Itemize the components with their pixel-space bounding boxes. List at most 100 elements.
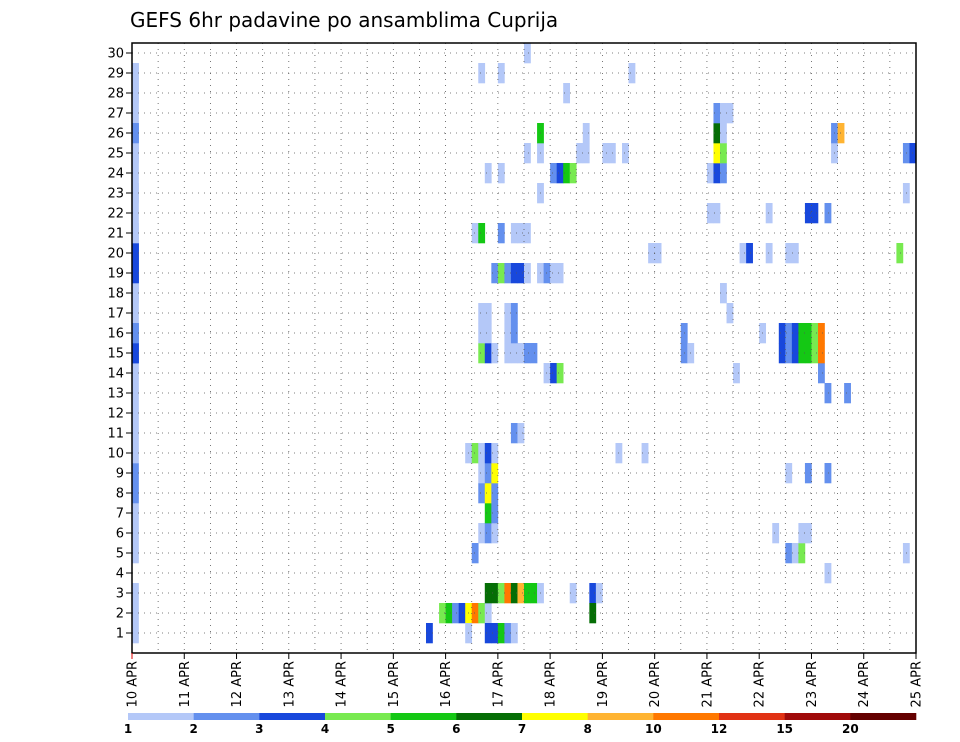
heatmap-cell (622, 143, 629, 164)
x-tick-label: 22 APR (753, 661, 768, 707)
y-tick-label: 17 (107, 307, 124, 322)
heatmap-cell (471, 443, 479, 464)
heatmap-cell (706, 163, 714, 184)
y-tick-label: 13 (107, 387, 124, 402)
heatmap-cell (844, 383, 851, 404)
heatmap-cell (491, 623, 499, 644)
colorbar-swatch (653, 713, 720, 720)
heatmap-cell (550, 163, 557, 184)
heatmap-cell (132, 583, 139, 604)
heatmap-cell (504, 343, 512, 364)
heatmap-cell (132, 443, 139, 464)
heatmap-cell (818, 323, 825, 344)
heatmap-cell (582, 123, 590, 144)
heatmap-cell (478, 63, 486, 84)
x-tick-label: 21 APR (700, 661, 715, 707)
heatmap-cell (543, 263, 551, 284)
heatmap-cell (798, 323, 806, 344)
heatmap-cell (484, 343, 492, 364)
heatmap-cell (524, 263, 531, 284)
heatmap-cell (452, 603, 459, 624)
colorbar-label: 2 (189, 722, 197, 736)
heatmap-cell (791, 243, 799, 264)
heatmap-cell (517, 263, 525, 284)
heatmap-cell (491, 463, 499, 484)
colorbar-swatch (719, 713, 785, 720)
heatmap-cell (484, 443, 492, 464)
heatmap-cell (720, 103, 727, 124)
colorbar-label: 6 (452, 722, 460, 736)
heatmap-cell (582, 143, 590, 164)
y-tick-label: 8 (116, 487, 124, 502)
heatmap-cell (720, 283, 727, 304)
heatmap-cell (504, 623, 512, 644)
heatmap-cell (504, 303, 512, 324)
heatmap-cell (720, 163, 727, 184)
colorbar-label: 4 (321, 722, 329, 736)
heatmap-cell (426, 623, 433, 644)
heatmap-cell (497, 223, 505, 244)
heatmap-cell (132, 63, 139, 84)
heatmap-cell (497, 583, 505, 604)
heatmap-cell (478, 463, 486, 484)
heatmap-cell (491, 263, 499, 284)
x-tick-label: 23 APR (805, 661, 820, 707)
heatmap-cell (824, 203, 832, 224)
heatmap-cell (804, 343, 812, 364)
heatmap-cell (798, 523, 806, 544)
heatmap-cell (524, 143, 531, 164)
heatmap-cell (720, 123, 727, 144)
y-tick-label: 7 (116, 507, 124, 522)
heatmap-cell (132, 603, 139, 624)
heatmap-cell (713, 163, 721, 184)
x-tick-label: 10 APR (126, 661, 141, 707)
heatmap-cell (491, 503, 499, 524)
heatmap-cell (818, 363, 825, 384)
y-tick-label: 9 (116, 467, 124, 482)
heatmap-cell (132, 623, 139, 644)
heatmap-cell (484, 583, 492, 604)
colorbar-swatch (522, 713, 588, 720)
y-tick-label: 6 (116, 527, 124, 542)
heatmap-cell (778, 323, 786, 344)
heatmap-cell (804, 463, 812, 484)
y-tick-label: 30 (107, 47, 124, 62)
heatmap-cell (602, 143, 610, 164)
y-tick-label: 19 (107, 267, 124, 282)
heatmap-cell (791, 323, 799, 344)
heatmap-cell (132, 203, 139, 224)
x-tick-label: 20 APR (648, 661, 663, 707)
heatmap-cell (556, 363, 564, 384)
heatmap-cell (132, 483, 139, 504)
heatmap-cell (798, 343, 806, 364)
heatmap-cell (896, 243, 904, 264)
heatmap-cell (484, 483, 492, 504)
x-axis: 10 APR 11 APR 12 APR 13 APR 14 APR 15 APR 16 A… (126, 653, 925, 707)
heatmap-cell (824, 463, 832, 484)
heatmap-cell (445, 603, 453, 624)
heatmap-cell (132, 423, 139, 444)
heatmap-cell (517, 223, 525, 244)
heatmap-cell (811, 323, 819, 344)
heatmap-cell (726, 303, 734, 324)
y-tick-label: 26 (107, 127, 124, 142)
heatmap-cell (556, 263, 564, 284)
x-tick-label: 19 APR (596, 661, 611, 707)
heatmap-cell (484, 603, 492, 624)
heatmap-cell (713, 143, 721, 164)
colorbar-swatch (784, 713, 851, 720)
heatmap-cell (517, 343, 525, 364)
heatmap-cell (772, 523, 780, 544)
colorbar-label: 7 (518, 722, 526, 736)
x-tick-label: 15 APR (387, 661, 402, 707)
colorbar-label: 8 (583, 722, 591, 736)
y-tick-label: 24 (107, 167, 124, 182)
y-tick-label: 10 (107, 447, 124, 462)
heatmap-cell (510, 323, 518, 344)
colorbar-swatch (193, 713, 260, 720)
y-tick-label: 28 (107, 87, 124, 102)
heatmap-cell (746, 243, 753, 264)
x-tick-label: 25 APR (910, 661, 925, 707)
heatmap-cell (510, 583, 518, 604)
heatmap-cell (641, 443, 649, 464)
